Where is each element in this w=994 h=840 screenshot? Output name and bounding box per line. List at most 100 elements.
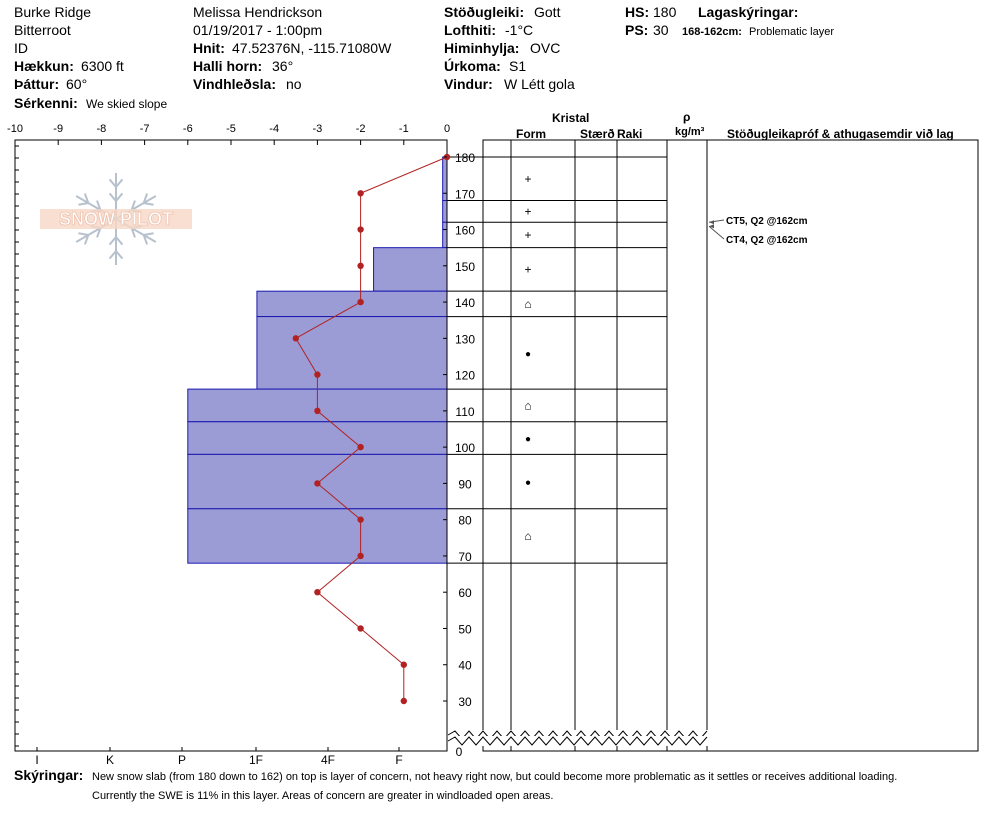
snowflake-branch: [83, 234, 90, 245]
temperature-point: [357, 625, 364, 632]
temp-tick-label: -10: [7, 123, 23, 135]
temperature-point: [357, 190, 364, 197]
crystal-form-symbol: ●: [525, 434, 531, 445]
hardness-tick-label: 4F: [321, 753, 335, 767]
tests-header: Stöðugleikapróf & athugasemdir við lag: [727, 127, 954, 141]
height-tick-label: 80: [458, 514, 472, 528]
hardness-layer: [256, 290, 448, 318]
precip-value: S1: [509, 58, 527, 74]
axis-break-zigzag: [447, 736, 708, 746]
slope-value: 36°: [272, 58, 294, 74]
stability-test-label: CT5, Q2 @162cm: [726, 216, 808, 227]
crystal-form-symbol: ⌂: [524, 529, 531, 543]
crystal-form-symbol: ⌂: [524, 297, 531, 311]
air-temp-value: -1°C: [505, 22, 534, 38]
aspect-label: Þáttur:: [14, 76, 60, 92]
crystal-form-symbol: ⌂: [524, 398, 531, 412]
wind-value: W Létt gola: [504, 76, 575, 92]
comments-line-1: New snow slab (from 180 down to 162) on …: [92, 771, 898, 783]
height-tick-label: 30: [458, 695, 472, 709]
temperature-point: [400, 697, 407, 705]
height-tick-label: 150: [455, 260, 475, 274]
hardness-tick-label: 1F: [249, 753, 263, 767]
temp-tick-label: 0: [444, 123, 450, 135]
snowflake-branch: [96, 227, 102, 238]
snowflake-branch: [142, 193, 149, 204]
temperature-point: [357, 516, 364, 523]
height-tick-label: 160: [455, 224, 475, 238]
hs-label: HS:: [625, 4, 650, 20]
density-unit-header: kg/m³: [675, 126, 705, 138]
snowflake-branch: [78, 202, 89, 206]
crystal-form-symbol: ●: [525, 478, 531, 489]
temperature-point: [357, 443, 364, 451]
hardness-layer: [442, 221, 448, 249]
stability-label: Stöðugleiki:: [444, 4, 525, 20]
height-base-label: 0: [456, 745, 463, 759]
temperature-point: [314, 407, 321, 415]
temp-tick-label: -2: [356, 123, 366, 135]
temp-tick-label: -6: [183, 123, 193, 135]
state: ID: [14, 40, 28, 56]
sky-label: Himinhylja:: [444, 40, 520, 56]
layer-notes-range: 168-162cm:: [682, 26, 742, 38]
datetime: 01/19/2017 - 1:00pm: [193, 22, 323, 38]
elevation-value: 6300 ft: [81, 58, 124, 74]
form-header: Form: [516, 127, 546, 141]
height-tick-label: 130: [455, 332, 475, 346]
temperature-line: [295, 156, 448, 701]
hs-value: 180: [653, 4, 677, 20]
crystal-form-symbol: ●: [525, 349, 531, 360]
snowpilot-logo: SNOW PILOT: [40, 173, 192, 265]
logo-text: SNOW PILOT: [59, 209, 173, 229]
height-tick-label: 100: [455, 441, 475, 455]
test-pointer-head: [709, 220, 714, 225]
crystal-header: Kristal: [552, 111, 590, 125]
temperature-point: [314, 371, 321, 378]
snowflake-branch: [130, 227, 136, 238]
temp-tick-label: -3: [313, 123, 323, 135]
wind-loading-label: Vindhleðsla:: [193, 76, 276, 92]
temperature-point: [314, 480, 321, 487]
hardness-tick-label: I: [35, 753, 38, 767]
snowflake-branch: [96, 200, 102, 211]
layer-notes-label: Lagaskýringar:: [698, 4, 799, 20]
snowflake-branch: [143, 202, 154, 206]
stability-value: Gott: [534, 4, 561, 20]
crystal-form-symbol: +: [524, 204, 531, 218]
hardness-tick-label: P: [178, 753, 186, 767]
temp-tick-label: -7: [140, 123, 150, 135]
snowflake-branch: [108, 236, 117, 246]
hardness-layer: [256, 316, 448, 390]
height-tick-label: 120: [455, 369, 475, 383]
hardness-layer: [442, 200, 448, 223]
snowflake-branch: [115, 250, 124, 260]
temperature-point: [292, 335, 299, 342]
snowflake-branch: [108, 178, 117, 188]
hardness-tick-label: F: [395, 753, 402, 767]
temp-tick-label: -1: [399, 123, 409, 135]
rho-header: ρ: [683, 110, 691, 124]
air-temp-label: Lofthiti:: [444, 22, 497, 38]
temperature-point: [400, 661, 407, 668]
hardness-layer: [373, 247, 448, 292]
observer: Melissa Hendrickson: [193, 4, 323, 20]
snowflake-branch: [78, 232, 89, 236]
height-tick-label: 60: [458, 586, 472, 600]
height-tick-label: 50: [458, 622, 472, 636]
slope-label: Halli horn:: [193, 58, 263, 74]
height-tick-label: 90: [458, 477, 472, 491]
temperature-point: [357, 298, 364, 306]
sky-value: OVC: [530, 40, 561, 56]
ps-value: 30: [653, 22, 669, 38]
snowflake-branch: [108, 250, 117, 260]
hardness-tick-label: K: [106, 753, 114, 767]
wind-loading-value: no: [286, 76, 302, 92]
comments-line-2: Currently the SWE is 11% in this layer. …: [92, 790, 554, 802]
stability-test-label: CT4, Q2 @162cm: [726, 235, 808, 246]
temp-tick-label: -9: [53, 123, 63, 135]
temperature-point: [357, 262, 364, 269]
snowflake-branch: [143, 232, 154, 236]
snowflake-branch: [108, 192, 117, 202]
